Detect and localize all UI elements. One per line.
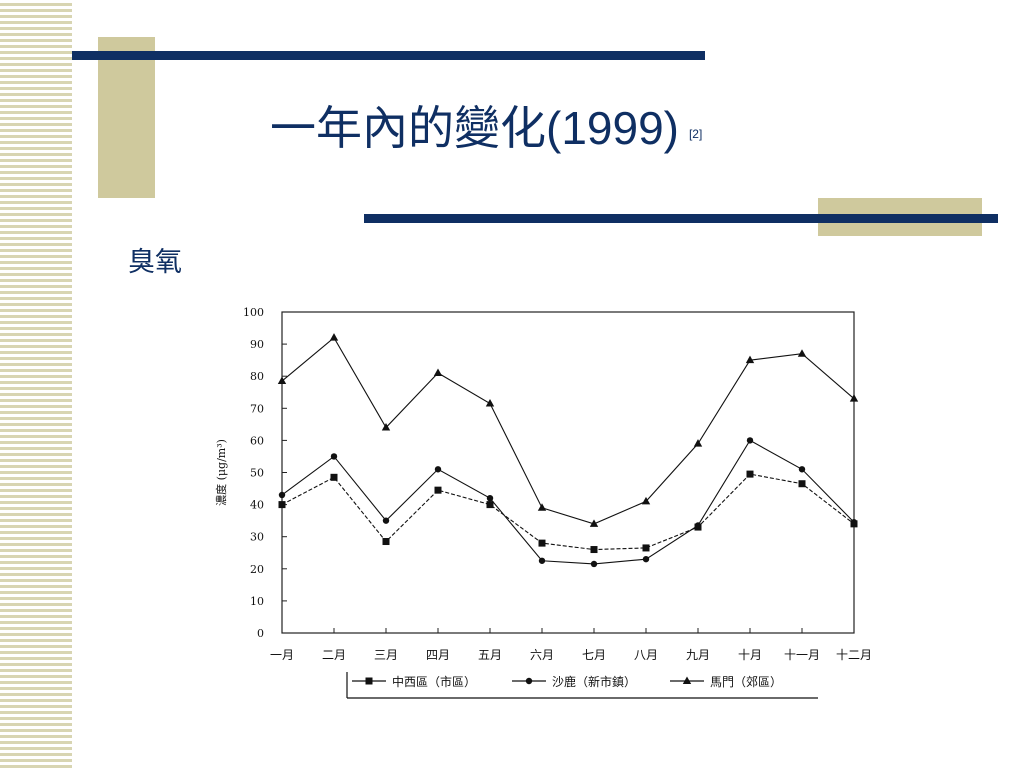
legend-label-3: 馬門（郊區） [710, 675, 782, 689]
data-point-series-2 [434, 466, 442, 473]
x-tick-label: 十一月 [784, 648, 820, 662]
data-point-series-2 [538, 557, 546, 564]
y-tick-label: 60 [250, 434, 264, 447]
olive-accent-block-top [98, 37, 155, 198]
ozone-line-chart: 0 10 20 30 40 50 60 70 80 90 100 一月 二月 三月 四月 五月 六月 七月 八月 九月… [214, 306, 872, 699]
data-point-series-3 [277, 376, 287, 385]
data-point-series-2 [278, 491, 286, 499]
data-point-series-2 [642, 555, 650, 563]
x-tick-label: 七月 [582, 648, 606, 662]
plot-area-frame [281, 311, 855, 634]
x-tick-label: 十月 [738, 648, 762, 662]
data-point-series-3 [485, 398, 495, 407]
title-year: (1999) [546, 102, 679, 154]
x-tick-label: 六月 [530, 648, 554, 662]
data-point-series-3 [589, 519, 599, 527]
data-point-series-1 [746, 470, 754, 478]
y-tick-label: 100 [243, 306, 264, 319]
x-tick-label: 四月 [426, 648, 450, 662]
series-line-2 [281, 439, 855, 565]
data-point-series-1 [278, 501, 286, 509]
data-point-series-3 [329, 333, 339, 341]
legend-marker-2 [525, 677, 533, 685]
data-point-series-1 [486, 501, 494, 509]
data-point-series-3 [381, 423, 391, 431]
navy-rule-top [72, 51, 705, 60]
y-tick-label: 40 [250, 499, 264, 512]
y-tick-label: 80 [250, 370, 264, 383]
data-point-series-1 [538, 539, 546, 547]
legend-marker-1 [365, 677, 373, 685]
slide-subtitle: 臭氧 [128, 247, 182, 278]
data-point-series-1 [798, 480, 806, 488]
legend-label-2: 沙鹿（新市鎮） [552, 674, 636, 689]
series-line-1 [281, 473, 855, 551]
navy-rule-bottom [364, 214, 998, 223]
data-point-series-2 [330, 453, 338, 460]
data-point-series-3 [745, 355, 755, 364]
x-tick-label: 十二月 [836, 648, 872, 662]
data-point-series-1 [434, 486, 442, 494]
data-point-series-2 [590, 560, 598, 568]
y-tick-label: 10 [250, 595, 264, 608]
title-text: 一年內的變化 [270, 101, 546, 155]
data-point-series-3 [433, 368, 443, 376]
data-point-series-3 [641, 496, 651, 505]
x-tick-label: 五月 [478, 648, 502, 662]
title-reference: [2] [688, 127, 703, 141]
y-tick-label: 0 [257, 627, 264, 640]
data-point-series-1 [330, 473, 338, 481]
data-point-series-2 [850, 519, 858, 526]
y-tick-label: 20 [250, 563, 264, 576]
x-tick-label: 三月 [374, 648, 398, 662]
data-point-series-1 [382, 538, 390, 546]
legend-marker-3 [682, 676, 692, 684]
x-tick-label: 八月 [634, 648, 658, 662]
series-line-3 [281, 336, 855, 525]
striped-margin-decoration [0, 0, 72, 768]
data-point-series-3 [693, 439, 703, 447]
data-point-series-2 [746, 437, 754, 444]
data-point-series-1 [590, 546, 598, 554]
y-tick-label: 70 [250, 402, 264, 415]
data-point-series-2 [382, 517, 390, 524]
x-tick-label: 二月 [322, 648, 346, 662]
y-axis-label: 濃度 (μg/m³) [214, 439, 228, 506]
y-tick-label: 50 [250, 467, 264, 480]
x-tick-label: 九月 [686, 648, 710, 662]
data-point-series-3 [797, 349, 807, 357]
legend-label-1: 中西區（市區） [392, 674, 476, 689]
slide-title: 一年內的變化(1999) [2] [270, 88, 702, 168]
data-point-series-3 [537, 503, 547, 511]
data-point-series-2 [486, 494, 494, 502]
x-tick-label: 一月 [270, 648, 294, 662]
data-point-series-2 [694, 522, 702, 529]
data-point-series-1 [642, 544, 650, 552]
data-point-series-3 [849, 394, 859, 402]
y-tick-label: 90 [250, 338, 264, 351]
data-point-series-2 [798, 466, 806, 473]
y-tick-label: 30 [250, 531, 264, 544]
